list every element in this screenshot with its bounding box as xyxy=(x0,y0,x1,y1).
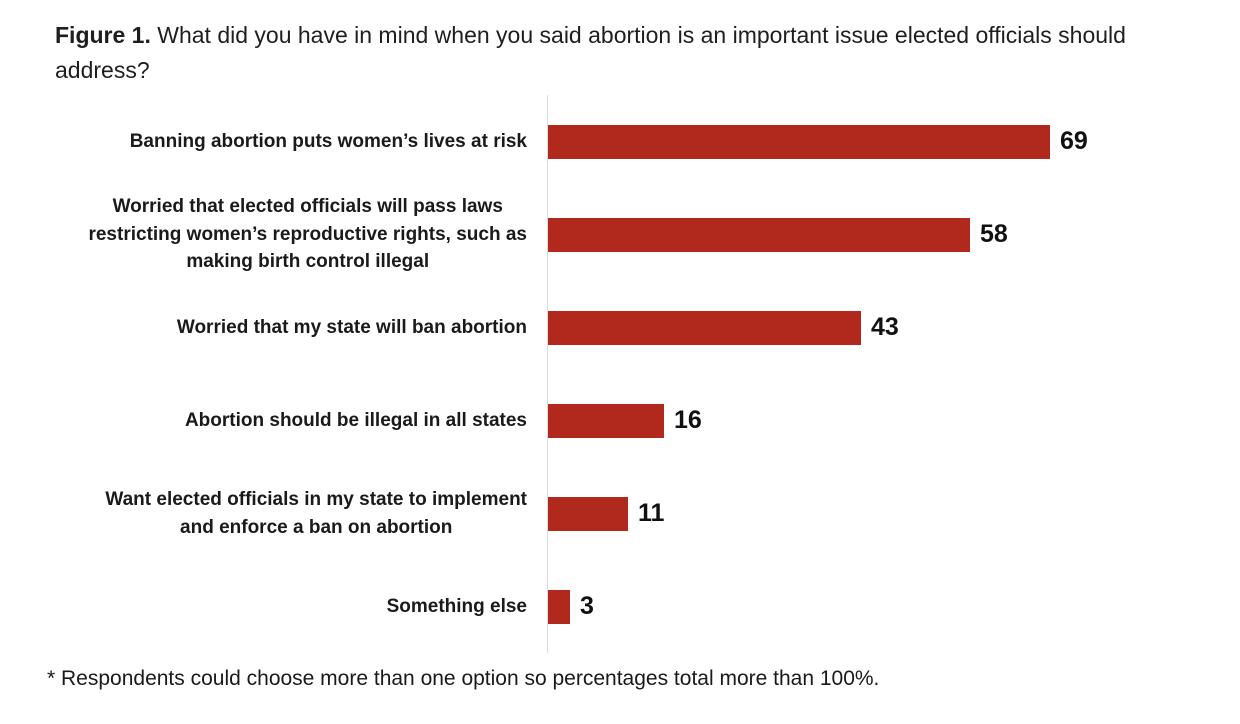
bar-area: 16 xyxy=(547,374,1240,467)
bar xyxy=(548,217,970,252)
category-label: Want elected officials in my state to im… xyxy=(105,488,527,538)
category-label-cell: Worried that my state will ban abortion xyxy=(55,314,547,342)
category-label: Something else xyxy=(386,595,527,617)
bar-area: 69 xyxy=(547,95,1240,188)
bar xyxy=(548,496,628,531)
horizontal-bar-chart: Banning abortion puts women’s lives at r… xyxy=(55,95,1240,653)
category-label-cell: Banning abortion puts women’s lives at r… xyxy=(55,128,547,156)
bar-area: 3 xyxy=(547,560,1240,653)
bar-area: 58 xyxy=(547,188,1240,281)
chart-row: Want elected officials in my state to im… xyxy=(55,467,1240,560)
chart-row: Banning abortion puts women’s lives at r… xyxy=(55,95,1240,188)
chart-row: Something else 3 xyxy=(55,560,1240,653)
bar xyxy=(548,403,664,438)
bar xyxy=(548,124,1050,159)
figure-number: Figure 1. xyxy=(55,22,151,48)
category-label: Worried that my state will ban abortion xyxy=(176,316,527,338)
category-label-cell: Want elected officials in my state to im… xyxy=(55,486,547,541)
value-label: 43 xyxy=(871,313,899,341)
chart-row: Abortion should be illegal in all states… xyxy=(55,374,1240,467)
value-label: 16 xyxy=(674,406,702,434)
bar-area: 11 xyxy=(547,467,1240,560)
value-label: 69 xyxy=(1060,127,1088,155)
footnote: * Respondents could choose more than one… xyxy=(47,667,880,690)
chart-row: Worried that elected officials will pass… xyxy=(55,188,1240,281)
figure-question: What did you have in mind when you said … xyxy=(55,22,1126,83)
category-label: Abortion should be illegal in all states xyxy=(184,409,527,431)
value-label: 11 xyxy=(638,499,665,527)
value-label: 58 xyxy=(980,220,1008,248)
bar xyxy=(548,310,861,345)
category-label-cell: Something else xyxy=(55,593,547,621)
bar-area: 43 xyxy=(547,281,1240,374)
figure-title: Figure 1. What did you have in mind when… xyxy=(55,18,1135,87)
category-label-cell: Abortion should be illegal in all states xyxy=(55,407,547,435)
category-label: Worried that elected officials will pass… xyxy=(88,196,527,273)
category-label-cell: Worried that elected officials will pass… xyxy=(55,193,547,276)
bar xyxy=(548,589,570,624)
category-label: Banning abortion puts women’s lives at r… xyxy=(129,130,527,152)
value-label: 3 xyxy=(580,592,594,620)
chart-row: Worried that my state will ban abortion … xyxy=(55,281,1240,374)
